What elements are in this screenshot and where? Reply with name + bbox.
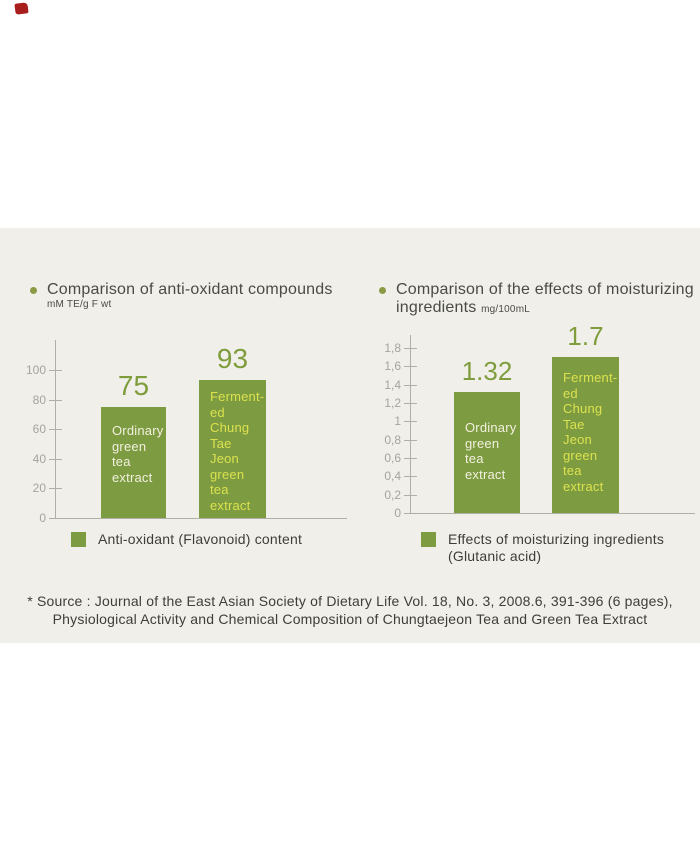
- bar-category-label: Ferment- ed Chung Tae Jeon green tea ext…: [210, 389, 265, 513]
- bar-value-label: 1.7: [567, 321, 604, 351]
- legend-label: Effects of moisturizing ingredients (Glu…: [448, 531, 665, 564]
- source-citation: * Source : Journal of the East Asian Soc…: [0, 592, 700, 628]
- chart-unit: mM TE/g F wt: [47, 299, 112, 310]
- y-tick-label: 1,4: [384, 378, 401, 392]
- y-tick-mark: [404, 476, 417, 477]
- chart-unit: mg/100mL: [481, 304, 530, 315]
- left-legend: Anti-oxidant (Flavonoid) content: [71, 531, 302, 548]
- y-tick-mark: [49, 370, 62, 371]
- y-tick-mark: [404, 385, 417, 386]
- y-tick-label: 1,2: [384, 396, 401, 410]
- bullet-icon: [379, 287, 386, 294]
- source-line-1: * Source : Journal of the East Asian Soc…: [27, 593, 673, 609]
- y-tick-label: 0,6: [384, 451, 401, 465]
- right-chart-title-wrap: Comparison of the effects of moisturizin…: [396, 281, 694, 319]
- bar-category-label: Ordinary green tea extract: [112, 423, 164, 485]
- bar-rect: Ordinary green tea extract: [101, 407, 166, 518]
- bar-category-label: Ferment- ed Chung Tae Jeon green tea ext…: [563, 370, 618, 494]
- legend-swatch: [71, 532, 86, 547]
- y-tick-label: 0,4: [384, 469, 401, 483]
- y-tick-label: 1,8: [384, 341, 401, 355]
- y-tick-label: 0,8: [384, 433, 401, 447]
- right-chart-title-block: Comparison of the effects of moisturizin…: [379, 281, 694, 319]
- right-legend: Effects of moisturizing ingredients (Glu…: [421, 531, 664, 565]
- y-tick-mark: [404, 513, 417, 514]
- y-tick-mark: [49, 518, 62, 519]
- bar-rect: Ordinary green tea extract: [454, 392, 520, 513]
- y-tick-mark: [49, 400, 62, 401]
- y-tick-mark: [404, 458, 417, 459]
- y-tick-label: 20: [32, 481, 46, 495]
- y-tick-mark: [404, 421, 417, 422]
- bar-value-label: 93: [216, 343, 249, 374]
- y-tick-mark: [49, 459, 62, 460]
- y-axis-line: [410, 335, 411, 513]
- y-tick-mark: [404, 440, 417, 441]
- source-line-2: Physiological Activity and Chemical Comp…: [52, 611, 648, 627]
- x-axis-line: [55, 518, 347, 519]
- bar-value-label: 1.32: [461, 356, 513, 386]
- y-tick-label: 0,2: [384, 488, 401, 502]
- chart-title: Comparison of the effects of moisturizin…: [396, 281, 694, 298]
- y-tick-mark: [404, 348, 417, 349]
- bar-value-label: 75: [117, 370, 150, 401]
- red-corner-mark: [14, 2, 29, 15]
- y-tick-mark: [404, 495, 417, 496]
- comparison-panel: Comparison of anti-oxidant compounds mM …: [0, 228, 700, 643]
- y-tick-label: 40: [32, 452, 46, 466]
- y-tick-label: 0: [39, 511, 46, 525]
- chart-title-line2: ingredients mg/100mL: [396, 299, 530, 316]
- y-tick-label: 1: [394, 414, 401, 428]
- bar-rect: Ferment- ed Chung Tae Jeon green tea ext…: [552, 357, 619, 513]
- y-tick-label: 100: [25, 363, 46, 377]
- y-tick-label: 80: [32, 393, 46, 407]
- left-chart-title-wrap: Comparison of anti-oxidant compounds mM …: [47, 281, 333, 310]
- bar-rect: Ferment- ed Chung Tae Jeon green tea ext…: [199, 380, 266, 518]
- bar-ordinary-green-tea: 75 Ordinary green tea extract: [101, 370, 166, 518]
- chart-title: Comparison of anti-oxidant compounds: [47, 281, 333, 298]
- bar-fermented-chungtaejeon: 93 Ferment- ed Chung Tae Jeon green tea …: [199, 343, 266, 518]
- y-tick-label: 1,6: [384, 359, 401, 373]
- left-chart-title-block: Comparison of anti-oxidant compounds mM …: [30, 281, 333, 310]
- x-axis-line: [410, 513, 695, 514]
- y-tick-label: 60: [32, 422, 46, 436]
- y-tick-mark: [404, 366, 417, 367]
- legend-swatch: [421, 532, 436, 547]
- y-tick-mark: [49, 488, 62, 489]
- bar-ordinary-green-tea: 1.32 Ordinary green tea extract: [454, 356, 520, 513]
- bar-category-label: Ordinary green tea extract: [465, 420, 517, 482]
- legend-label: Anti-oxidant (Flavonoid) content: [98, 531, 303, 547]
- bar-fermented-chungtaejeon: 1.7 Ferment- ed Chung Tae Jeon green tea…: [552, 321, 619, 513]
- y-tick-mark: [49, 429, 62, 430]
- y-tick-mark: [404, 403, 417, 404]
- bullet-icon: [30, 287, 37, 294]
- y-tick-label: 0: [394, 506, 401, 520]
